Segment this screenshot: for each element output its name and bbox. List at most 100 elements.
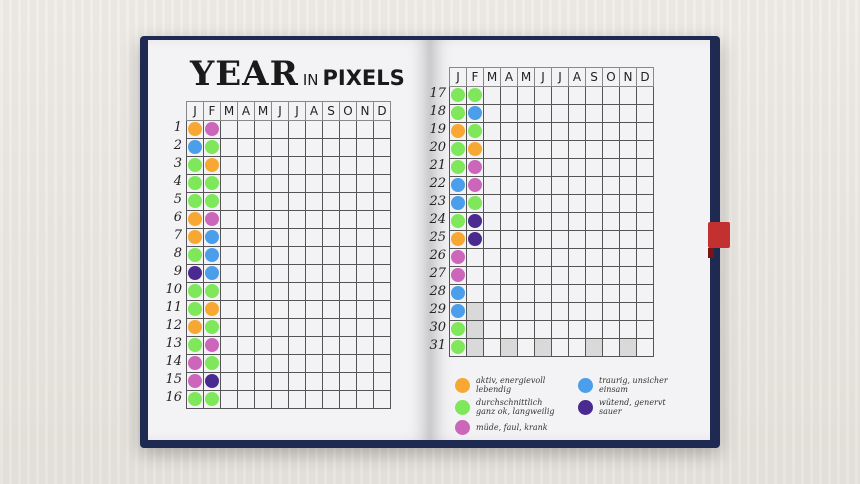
mood-cell	[449, 320, 467, 339]
mood-cell	[220, 318, 238, 337]
mood-cell	[534, 194, 552, 213]
mood-cell	[449, 302, 467, 321]
mood-cell	[585, 284, 603, 303]
day-row	[186, 300, 391, 319]
mood-cell	[585, 248, 603, 267]
mood-cell	[517, 230, 535, 249]
legend-item: traurig, unsicher einsam	[578, 376, 679, 394]
month-header: J	[186, 101, 204, 121]
mood-cell	[186, 174, 204, 193]
mood-cell	[186, 300, 204, 319]
month-header: O	[602, 67, 620, 87]
title-in: IN	[302, 71, 319, 89]
mood-cell	[339, 264, 357, 283]
mood-cell	[636, 230, 654, 249]
mood-cell	[517, 338, 535, 357]
mood-cell	[339, 300, 357, 319]
mood-cell	[517, 194, 535, 213]
mood-cell	[551, 104, 569, 123]
day-number-label: 4	[173, 174, 182, 189]
mood-cell	[619, 194, 637, 213]
mood-cell	[517, 320, 535, 339]
legend-label: müde, faul, krank	[476, 423, 548, 432]
mood-cell	[186, 138, 204, 157]
mood-dot	[205, 392, 219, 406]
mood-cell	[551, 302, 569, 321]
mood-cell	[254, 318, 272, 337]
mood-cell	[237, 336, 255, 355]
mood-cell	[585, 338, 603, 357]
mood-cell	[203, 210, 221, 229]
mood-cell	[237, 138, 255, 157]
mood-cell	[517, 266, 535, 285]
mood-cell	[271, 300, 289, 319]
mood-cell	[237, 264, 255, 283]
mood-cell	[220, 192, 238, 211]
mood-cell	[585, 194, 603, 213]
mood-cell	[466, 338, 484, 357]
mood-cell	[568, 230, 586, 249]
mood-cell	[220, 354, 238, 373]
mood-dot	[468, 160, 482, 174]
mood-dot	[451, 250, 465, 264]
mood-cell	[517, 248, 535, 267]
mood-cell	[619, 212, 637, 231]
mood-cell	[551, 248, 569, 267]
mood-cell	[203, 138, 221, 157]
mood-cell	[254, 228, 272, 247]
mood-cell	[237, 246, 255, 265]
mood-dot	[451, 142, 465, 156]
day-number-label: 12	[165, 318, 182, 333]
mood-dot	[468, 142, 482, 156]
mood-cell	[534, 230, 552, 249]
month-header: J	[534, 67, 552, 87]
mood-cell	[500, 194, 518, 213]
mood-cell	[356, 264, 374, 283]
mood-cell	[500, 338, 518, 357]
mood-cell	[466, 140, 484, 159]
mood-cell	[585, 158, 603, 177]
mood-cell	[602, 140, 620, 159]
mood-cell	[322, 372, 340, 391]
mood-cell	[602, 158, 620, 177]
mood-cell	[517, 86, 535, 105]
mood-dot	[451, 160, 465, 174]
mood-cell	[322, 120, 340, 139]
mood-cell	[500, 266, 518, 285]
mood-cell	[186, 354, 204, 373]
mood-cell	[551, 284, 569, 303]
mood-cell	[339, 246, 357, 265]
mood-cell	[254, 156, 272, 175]
mood-cell	[636, 338, 654, 357]
mood-cell	[339, 228, 357, 247]
mood-cell	[339, 210, 357, 229]
mood-dot	[468, 106, 482, 120]
mood-cell	[449, 158, 467, 177]
day-row	[449, 104, 654, 123]
mood-cell	[602, 248, 620, 267]
mood-dot	[205, 320, 219, 334]
mood-cell	[619, 248, 637, 267]
mood-cell	[636, 266, 654, 285]
mood-cell	[322, 264, 340, 283]
mood-cell	[602, 320, 620, 339]
mood-cell	[373, 138, 391, 157]
title-year: YEAR	[190, 54, 299, 94]
mood-cell	[483, 194, 501, 213]
legend-label: durchschnittlich ganz ok, langweilig	[476, 398, 555, 416]
mood-cell	[220, 282, 238, 301]
mood-cell	[568, 122, 586, 141]
mood-cell	[237, 300, 255, 319]
legend-color-dot	[578, 399, 593, 415]
mood-cell	[356, 390, 374, 409]
day-row	[449, 140, 654, 159]
mood-cell	[237, 318, 255, 337]
mood-cell	[220, 372, 238, 391]
month-header: A	[500, 67, 518, 87]
mood-cell	[186, 192, 204, 211]
mood-dot	[188, 158, 202, 172]
day-row	[186, 192, 391, 211]
day-number-label: 14	[165, 354, 182, 369]
mood-cell	[356, 354, 374, 373]
